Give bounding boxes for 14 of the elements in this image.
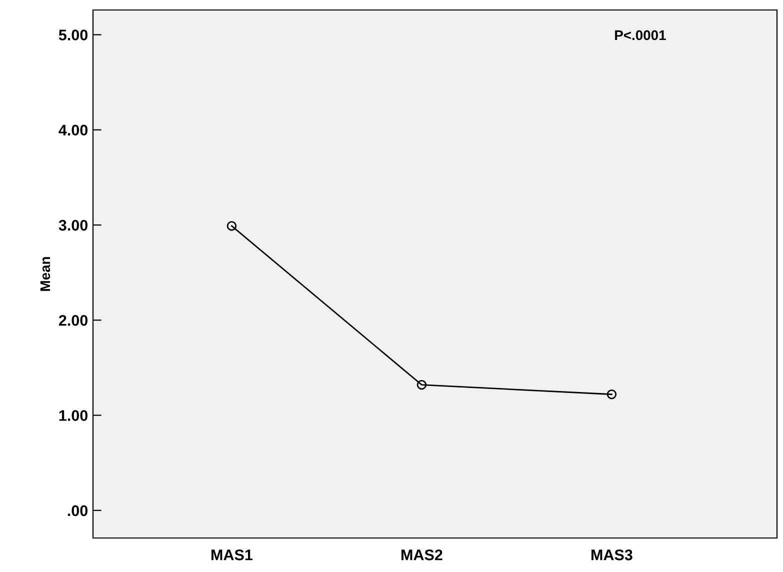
x-tick-label: MAS3 bbox=[592, 550, 632, 560]
y-tick-label: 2.00 bbox=[58, 315, 88, 326]
annotation: P<.0001 bbox=[615, 30, 666, 40]
point bbox=[226, 221, 237, 231]
y-tick-label: 3.00 bbox=[58, 220, 88, 231]
y-tick-label: 1.00 bbox=[59, 410, 88, 421]
y-tick-label: 4.00 bbox=[58, 124, 88, 136]
y-tick-label: .00 bbox=[68, 505, 88, 516]
x-tick-label: MAS1 bbox=[212, 550, 252, 560]
point bbox=[606, 389, 617, 400]
y-tick-label: 5.00 bbox=[58, 30, 88, 40]
y-axis-title: Mean bbox=[40, 257, 50, 291]
point bbox=[416, 380, 427, 390]
x-tick-label: MAS2 bbox=[402, 550, 442, 560]
